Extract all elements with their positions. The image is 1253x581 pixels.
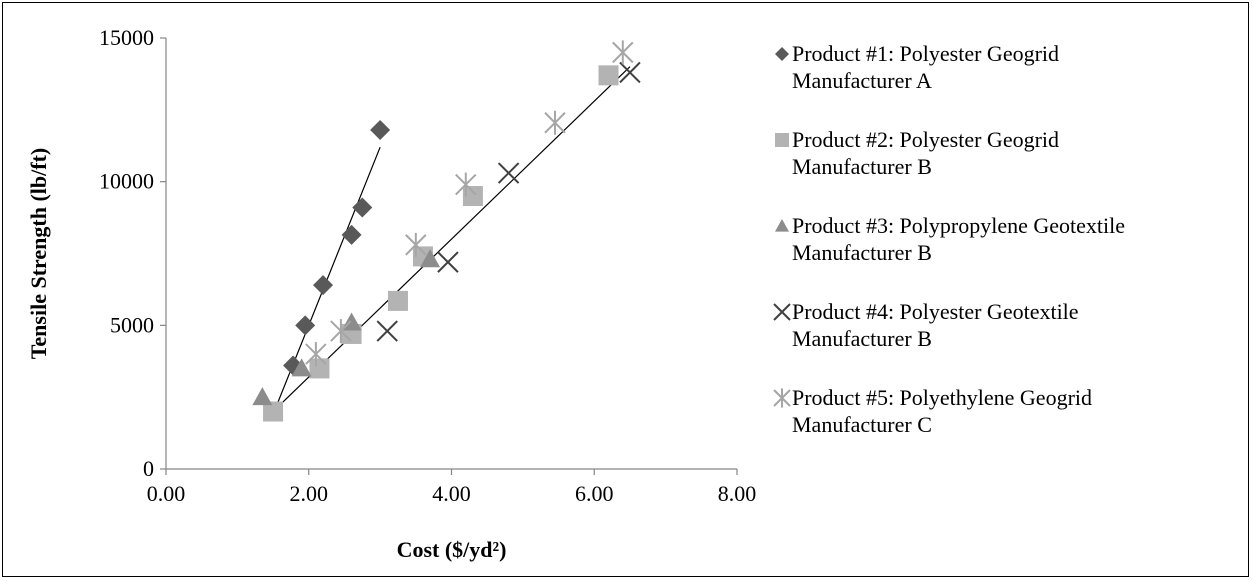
x-tick-label: 0.00 [147,481,186,506]
data-point-series-1 [370,119,391,140]
legend-label-series-5: Manufacturer C [792,412,932,437]
data-point-series-5 [330,319,352,344]
data-point-series-4-stroke [619,61,641,84]
data-point-series-2-shape [309,358,330,379]
data-point-series-2-shape [598,65,619,86]
legend-label-series-5: Product #5: Polyethylene Geogrid [792,385,1092,410]
x-tick-label: 8.00 [718,481,757,506]
legend-label-series-2: Product #2: Polyester Geogrid [792,127,1059,152]
data-point-series-4 [619,61,641,84]
data-point-series-1-shape [341,224,362,245]
data-point-series-4 [497,162,520,184]
data-point-series-3 [252,387,273,406]
data-point-series-1 [313,275,334,296]
data-point-series-1 [352,197,373,218]
data-point-series-4 [437,251,459,273]
data-point-series-3 [420,249,441,268]
data-point-series-2-shape [387,290,408,311]
legend-marker-series-5 [773,388,791,408]
legend-marker-series-3 [775,219,789,232]
x-axis-title: Cost ($/yd²) [397,537,507,562]
data-point-series-2-shape [263,401,284,422]
data-point-series-3-shape [252,387,273,406]
legend-label-series-1: Product #1: Polyester Geogrid [792,41,1059,66]
data-point-series-5 [455,172,477,197]
legend-marker-series-1-shape [775,47,789,61]
legend-marker-series-2-shape [775,133,789,147]
x-tick-label: 4.00 [432,481,471,506]
data-point-series-1-shape [313,275,334,296]
data-point-series-5 [305,342,327,367]
data-point-series-5 [612,40,634,65]
data-point-series-2 [462,186,483,207]
legend-label-series-1: Manufacturer A [792,68,932,93]
legend-marker-series-3-shape [775,219,789,232]
y-tick-label: 0 [143,456,154,481]
y-axis-title: Tensile Strength (lb/ft) [26,148,51,359]
data-point-series-2 [387,290,408,311]
data-point-series-3 [291,358,312,377]
trendline-series-4 [272,66,631,412]
y-tick-label: 5000 [110,312,154,337]
data-point-series-4-stroke [437,251,459,273]
legend-label-series-4: Product #4: Polyester Geotextile [792,299,1079,324]
data-point-series-1 [295,315,316,336]
x-tick-label: 6.00 [575,481,614,506]
legend-label-series-4: Manufacturer B [792,326,932,351]
data-point-series-5 [405,232,427,257]
data-point-series-2 [598,65,619,86]
data-point-series-2 [263,401,284,422]
data-point-series-4-stroke [497,162,520,184]
legend-marker-series-1 [775,47,789,61]
data-point-series-1-shape [295,315,316,336]
data-point-series-4 [376,320,398,342]
data-point-series-3-shape [291,358,312,377]
data-point-series-2 [309,358,330,379]
data-point-series-1-shape [352,197,373,218]
x-tick-label: 2.00 [290,481,329,506]
legend-label-series-3: Product #3: Polypropylene Geotextile [792,213,1125,238]
y-tick-label: 10000 [99,169,154,194]
data-point-series-2-shape [462,186,483,207]
legend-label-series-2: Manufacturer B [792,154,932,179]
legend-label-series-3: Manufacturer B [792,240,932,265]
data-point-series-1 [341,224,362,245]
y-tick-label: 15000 [99,25,154,50]
legend-marker-series-2 [775,133,789,147]
data-point-series-5 [544,110,566,135]
data-point-series-1-shape [370,119,391,140]
legend-marker-series-4 [773,303,791,321]
data-point-series-3-shape [420,249,441,268]
data-point-series-4-stroke [376,320,398,342]
legend-marker-series-4-stroke [773,303,791,321]
